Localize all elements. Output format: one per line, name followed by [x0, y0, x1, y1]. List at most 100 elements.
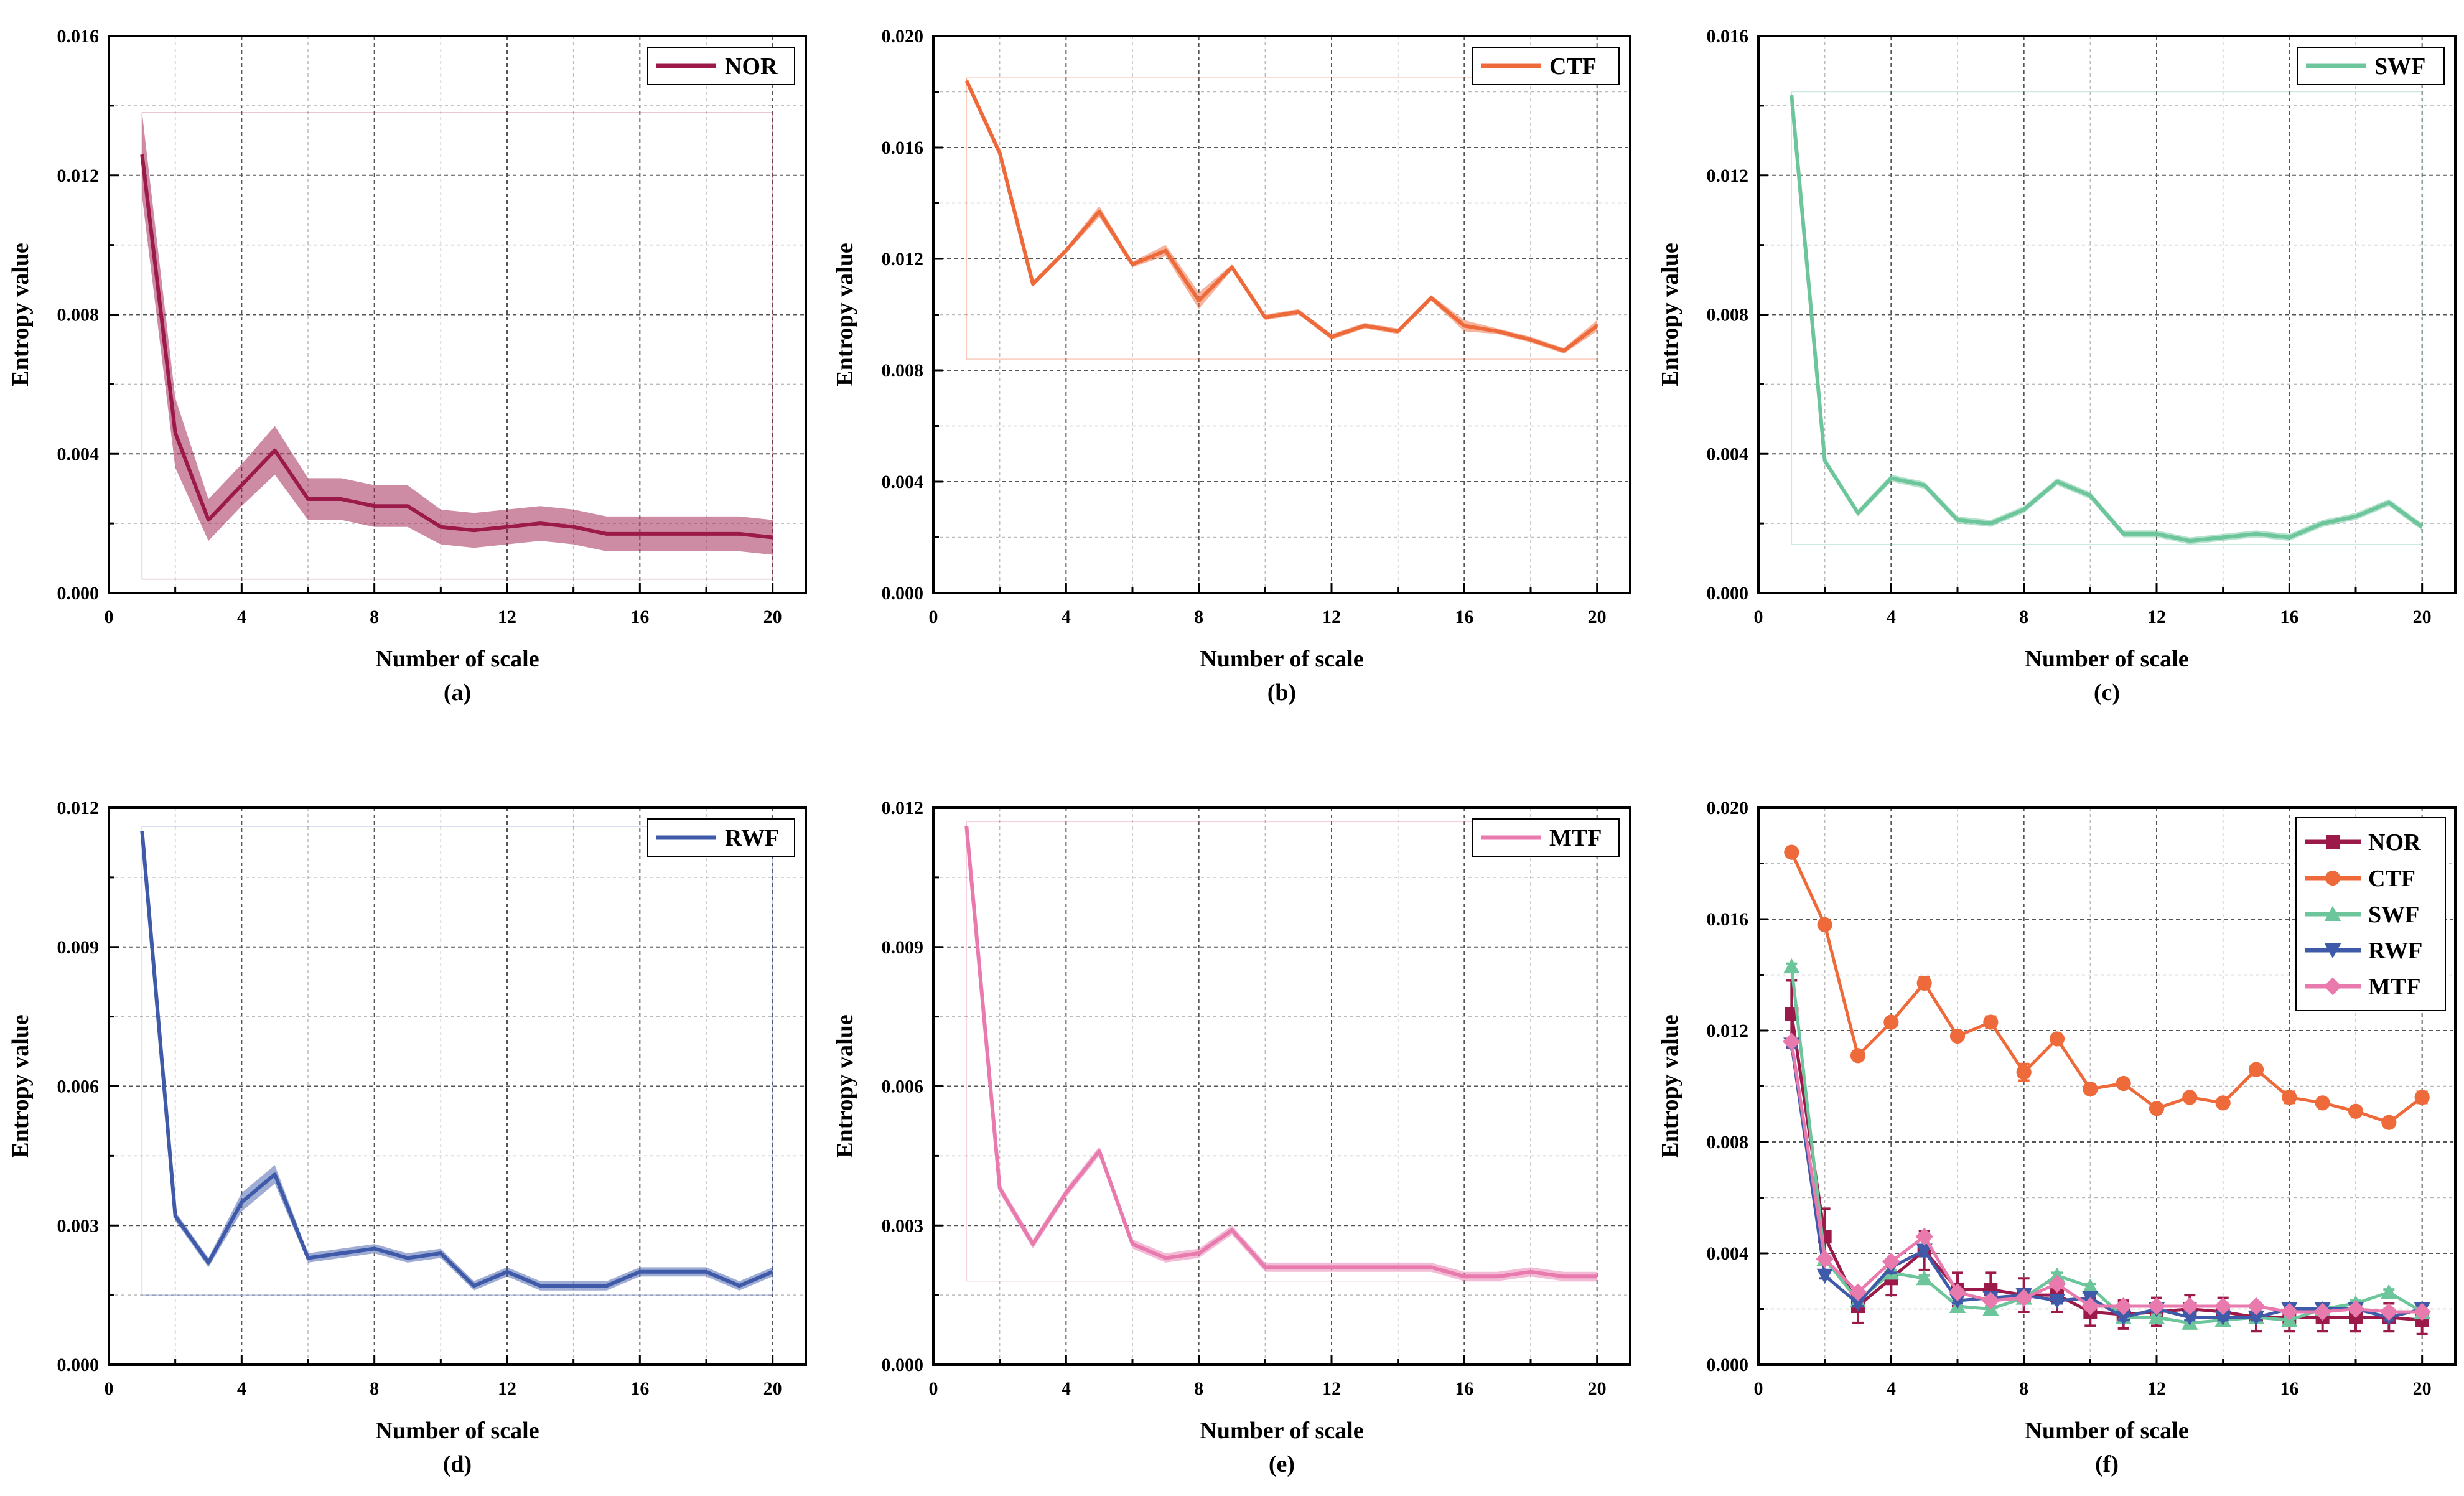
y-axis-title: Entropy value [832, 1014, 858, 1158]
ticks: 0 4 8 12 16 20 0.000 0.004 0.008 0.012 0.016 0.020 [882, 26, 1607, 627]
panel-caption: (b) [1267, 680, 1296, 706]
data-point [2348, 1103, 2364, 1119]
data-point [2280, 1302, 2298, 1321]
x-tick-label: 8 [1194, 1378, 1203, 1399]
data-point [2182, 1310, 2198, 1326]
data-point [2082, 1278, 2099, 1294]
legend: MTF [1472, 818, 1620, 857]
x-axis-title: Number of scale [2025, 646, 2188, 672]
data-point [2114, 1297, 2132, 1316]
legend-label: SWF [2368, 902, 2419, 928]
y-tick-label: 0.000 [1707, 583, 1749, 604]
y-tick-label: 0.008 [1707, 305, 1749, 325]
data-point [2081, 1297, 2099, 1316]
data-point [1783, 958, 1800, 974]
legend: SWF [2297, 47, 2445, 85]
x-tick-label: 4 [1062, 607, 1071, 627]
ticks: 0 4 8 12 16 20 0.000 0.004 0.008 0.012 0.016 [57, 26, 782, 627]
y-tick-label: 0.006 [57, 1077, 100, 1097]
reference-box [966, 77, 1598, 360]
panel-caption: (c) [2094, 680, 2120, 706]
reference-box [141, 112, 773, 580]
legend-marker [2324, 905, 2341, 921]
grid [933, 807, 1630, 1365]
y-tick-label: 0.012 [57, 798, 100, 818]
data-point [2247, 1297, 2266, 1316]
data-point [2313, 1302, 2331, 1321]
data-point [1882, 1253, 1900, 1271]
panel-caption: (a) [444, 680, 471, 706]
data-point [1916, 975, 1932, 991]
data-point [2048, 1274, 2066, 1293]
x-tick-label: 4 [1062, 1378, 1071, 1399]
data-point [2182, 1090, 2198, 1105]
x-tick-label: 8 [1194, 607, 1203, 627]
x-tick-label: 4 [1887, 607, 1896, 627]
ticks: 0 4 8 12 16 20 0.000 0.004 0.008 0.012 0.016 0.020 [1707, 798, 2432, 1399]
legend-marker [2325, 870, 2341, 886]
y-tick-label: 0.012 [1707, 1021, 1749, 1041]
data-point [2015, 1289, 2033, 1307]
data-point [1916, 1243, 1933, 1259]
chart-panel-d: 0 4 8 12 16 20 0.000 0.003 0.006 0.009 0.012 Number… [7, 798, 807, 1477]
y-axis-title: Entropy value [7, 243, 34, 386]
data-point [2048, 1294, 2066, 1309]
legend: NOR [647, 47, 795, 85]
y-tick-label: 0.016 [1707, 909, 1749, 930]
chart-panel-c: 0 4 8 12 16 20 0.000 0.004 0.008 0.012 0.016 Number… [1657, 26, 2457, 706]
grid [1758, 35, 2455, 593]
x-tick-label: 12 [2147, 607, 2166, 627]
data-point [2115, 1310, 2132, 1326]
y-tick-label: 0.009 [882, 937, 924, 958]
legend-label: CTF [2368, 866, 2415, 892]
legend-marker [2323, 977, 2342, 996]
data-point [1949, 1028, 1966, 1044]
series-ctf [1784, 844, 2430, 1130]
chart-panel-e: 0 4 8 12 16 20 0.000 0.003 0.006 0.009 0.012 Number… [832, 798, 1631, 1477]
x-tick-label: 8 [2019, 607, 2028, 627]
x-tick-label: 20 [1588, 1378, 1607, 1399]
y-tick-label: 0.016 [1707, 26, 1749, 47]
x-axis-title: Number of scale [1200, 1418, 1363, 1444]
y-tick-label: 0.009 [57, 937, 100, 958]
data-point [2346, 1300, 2365, 1318]
x-tick-label: 4 [1887, 1378, 1896, 1399]
y-tick-label: 0.012 [882, 249, 924, 269]
chart-panel-a: 0 4 8 12 16 20 0.000 0.004 0.008 0.012 0.016 Number… [7, 26, 807, 706]
x-tick-label: 0 [929, 1378, 938, 1399]
series-line [140, 154, 773, 540]
data-point [2147, 1297, 2166, 1316]
x-axis-title: Number of scale [2025, 1418, 2188, 1444]
x-tick-label: 16 [1455, 607, 1473, 627]
series-line [1790, 95, 2424, 543]
y-tick-label: 0.008 [1707, 1132, 1749, 1152]
reference-box [1791, 91, 2423, 545]
y-tick-label: 0.004 [57, 444, 100, 464]
x-tick-label: 4 [237, 1378, 246, 1399]
data-point [2381, 1115, 2397, 1130]
panel-caption: (e) [1269, 1451, 1295, 1477]
x-tick-label: 8 [370, 607, 379, 627]
data-point [2380, 1302, 2398, 1321]
data-point [1816, 1250, 1834, 1268]
confidence-band [966, 78, 1597, 354]
data-point [2083, 1081, 2098, 1097]
ticks: 0 4 8 12 16 20 0.000 0.003 0.006 0.009 0.012 [882, 798, 1607, 1399]
legend-marker [2326, 835, 2340, 849]
x-tick-label: 12 [498, 1378, 516, 1399]
legend-label: MTF [1549, 825, 1602, 851]
legend: RWF [647, 818, 795, 857]
x-tick-label: 0 [1754, 1378, 1763, 1399]
legend-label: CTF [1549, 54, 1597, 80]
series-line [964, 80, 1598, 353]
legend-label: NOR [2368, 830, 2421, 856]
y-axis-title: Entropy value [832, 243, 858, 386]
y-tick-label: 0.008 [57, 305, 100, 325]
series-mtf [964, 821, 1598, 1282]
y-tick-label: 0.004 [882, 472, 924, 492]
series-swf [1790, 91, 2424, 545]
y-tick-label: 0.000 [882, 583, 924, 604]
data-point [1850, 1048, 1866, 1064]
x-tick-label: 20 [2413, 1378, 2432, 1399]
data-point [1784, 844, 1799, 860]
